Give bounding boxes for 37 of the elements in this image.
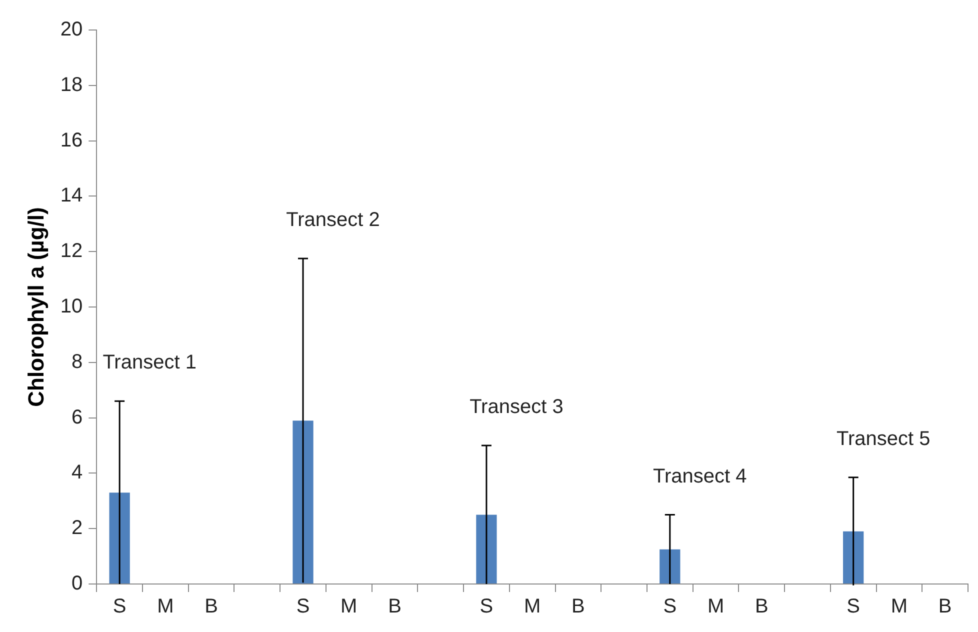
y-tick-label: 2 <box>72 517 83 540</box>
annotation: Transect 4 <box>653 465 747 488</box>
x-tick-label: B <box>388 596 402 618</box>
x-tick-label: B <box>572 596 585 618</box>
x-tick-label: M <box>340 596 358 618</box>
y-tick-label: 20 <box>60 18 83 41</box>
annotation: Transect 3 <box>470 396 564 418</box>
x-tick-label: S <box>663 596 677 618</box>
x-tick-label: S <box>480 596 494 618</box>
bar <box>476 514 497 584</box>
y-tick-label: 14 <box>60 184 83 207</box>
y-axis-title: Chlorophyll a (µg/l) <box>23 207 48 407</box>
x-tick-label: S <box>112 596 126 618</box>
x-tick-label: B <box>938 596 952 618</box>
y-tick-label: 4 <box>72 462 83 484</box>
y-tick-label: 0 <box>72 572 83 595</box>
x-tick-label: M <box>890 596 908 618</box>
annotation: Transect 5 <box>836 428 930 450</box>
x-tick-label: M <box>707 596 724 618</box>
bar <box>843 531 864 584</box>
y-tick-label: 18 <box>60 74 83 96</box>
y-tick-label: 16 <box>60 129 83 152</box>
x-tick-label: S <box>296 596 310 618</box>
annotation: Transect 2 <box>286 209 380 232</box>
annotation: Transect 1 <box>102 352 196 374</box>
bar <box>660 549 680 584</box>
y-tick-label: 8 <box>72 350 83 373</box>
bar <box>292 420 314 584</box>
y-tick-label: 10 <box>60 296 83 318</box>
x-tick-label: M <box>157 596 174 618</box>
x-tick-label: B <box>204 596 218 618</box>
y-tick-label: 6 <box>72 406 83 428</box>
y-tick-label: 12 <box>60 240 83 262</box>
x-tick-label: B <box>754 596 768 618</box>
x-tick-label: S <box>846 596 860 618</box>
x-tick-label: M <box>524 596 541 618</box>
bar <box>109 492 130 584</box>
